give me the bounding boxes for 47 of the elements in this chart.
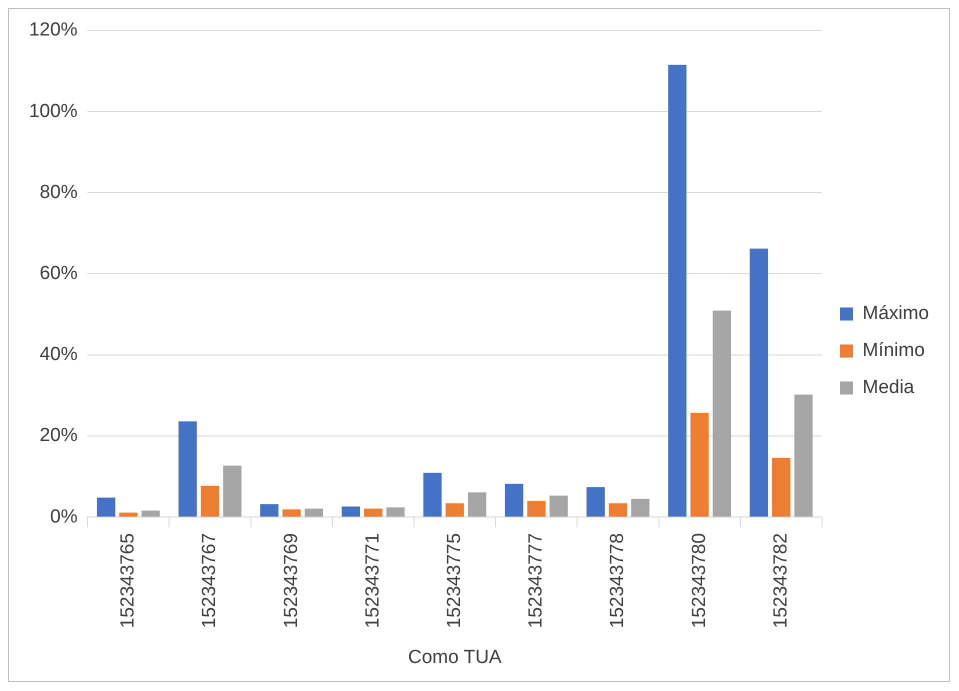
bar xyxy=(712,310,732,517)
bar xyxy=(364,508,382,517)
bar xyxy=(586,487,605,517)
x-tick-label: 152343771 xyxy=(362,533,384,628)
bar xyxy=(550,496,568,517)
bar xyxy=(794,394,813,517)
x-tick-label: 152343769 xyxy=(280,533,302,628)
x-tick-label: 152343765 xyxy=(118,533,139,628)
bar xyxy=(96,498,116,517)
x-axis-title: Como TUA xyxy=(408,646,502,668)
bar xyxy=(750,248,768,517)
bar xyxy=(386,507,405,517)
bar xyxy=(178,421,197,517)
x-tick-label: 152343778 xyxy=(607,533,628,628)
legend-label: Máximo xyxy=(862,303,930,324)
bar xyxy=(772,458,790,517)
bar xyxy=(282,509,301,517)
y-tick-label: 0% xyxy=(50,506,78,528)
bar xyxy=(260,504,278,517)
x-tick-label: 152343775 xyxy=(444,533,466,628)
legend-label: Mínimo xyxy=(862,340,925,362)
bar xyxy=(468,492,486,517)
legend-label: Media xyxy=(862,377,915,398)
x-tick-label: 152343780 xyxy=(688,533,710,628)
y-tick-label: 20% xyxy=(40,425,78,446)
y-tick-label: 80% xyxy=(40,182,78,203)
bar xyxy=(504,484,524,517)
y-tick-label: 40% xyxy=(40,344,78,366)
y-tick-label: 60% xyxy=(40,262,78,284)
bar xyxy=(342,506,360,517)
bar xyxy=(690,412,709,517)
x-tick-label: 152343782 xyxy=(770,533,792,628)
bar xyxy=(142,510,160,517)
bar xyxy=(527,500,546,517)
bar xyxy=(423,472,442,517)
y-tick-label: 100% xyxy=(28,100,78,122)
y-tick-label: 120% xyxy=(28,20,78,41)
bar xyxy=(446,503,464,517)
bar xyxy=(304,508,324,517)
x-tick-label: 152343767 xyxy=(199,533,220,628)
bar xyxy=(668,64,686,517)
bar xyxy=(631,498,650,517)
bar xyxy=(200,486,220,517)
bar xyxy=(119,512,138,517)
x-tick-label: 152343777 xyxy=(526,533,547,628)
bar xyxy=(608,503,628,517)
bar xyxy=(223,466,242,517)
